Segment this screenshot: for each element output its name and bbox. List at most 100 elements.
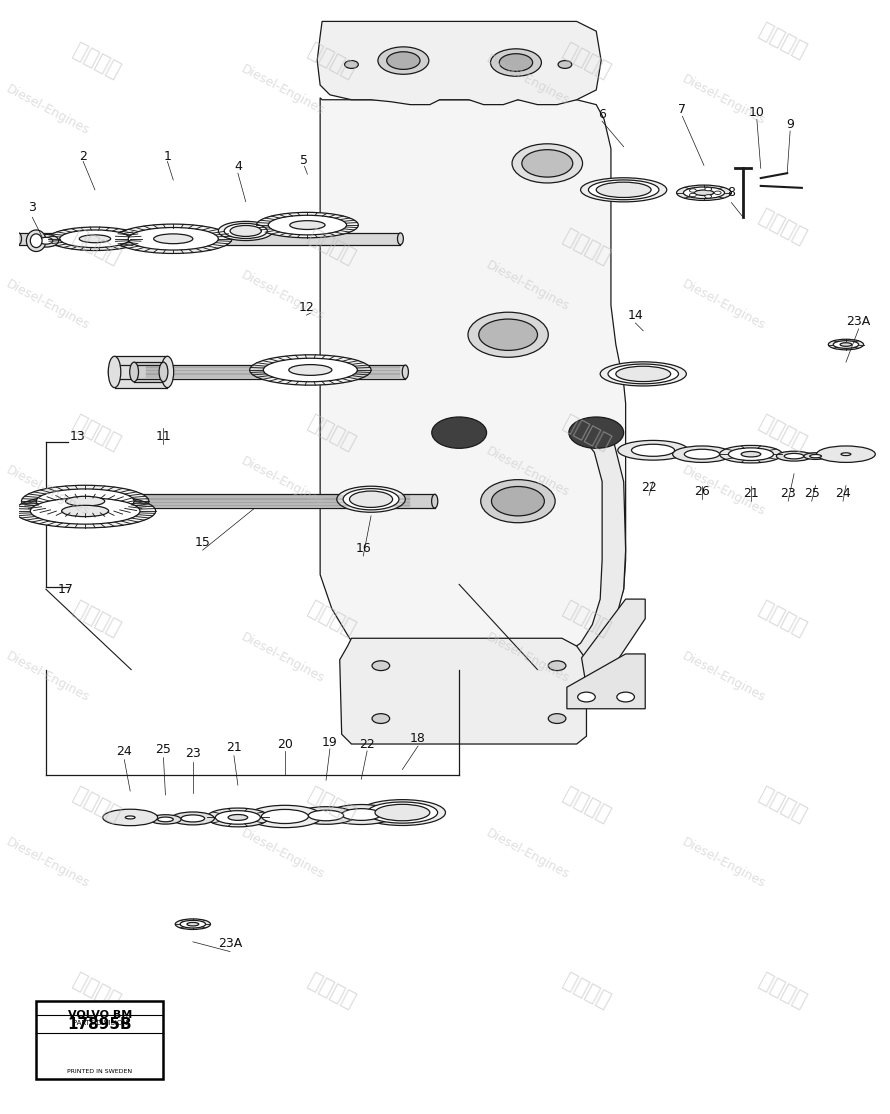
Text: 19: 19 — [322, 735, 338, 749]
Ellipse shape — [228, 814, 247, 820]
Ellipse shape — [360, 800, 446, 825]
Text: 25: 25 — [156, 743, 172, 756]
Ellipse shape — [616, 367, 671, 382]
Ellipse shape — [36, 489, 134, 514]
Text: Diesel-Engines: Diesel-Engines — [239, 268, 327, 323]
Ellipse shape — [206, 808, 269, 827]
Text: 17895B: 17895B — [68, 1017, 132, 1032]
Text: 紫发动力: 紫发动力 — [70, 598, 124, 639]
Text: PARTS DIVISION: PARTS DIVISION — [73, 1020, 127, 1026]
Ellipse shape — [375, 804, 430, 821]
Ellipse shape — [180, 920, 206, 928]
Text: Diesel-Engines: Diesel-Engines — [680, 463, 767, 519]
Text: Diesel-Engines: Diesel-Engines — [680, 72, 767, 127]
Ellipse shape — [372, 661, 390, 671]
Text: 紫发动力: 紫发动力 — [756, 598, 809, 639]
Text: 紫发动力: 紫发动力 — [560, 784, 613, 825]
Text: 23A: 23A — [846, 314, 870, 328]
FancyBboxPatch shape — [19, 233, 400, 245]
Text: 7: 7 — [678, 102, 686, 116]
Text: 20: 20 — [277, 737, 293, 751]
Ellipse shape — [372, 714, 390, 723]
Text: 13: 13 — [69, 430, 85, 443]
Text: 紫发动力: 紫发动力 — [305, 40, 359, 81]
Ellipse shape — [705, 195, 712, 198]
Ellipse shape — [548, 661, 566, 671]
Ellipse shape — [578, 692, 595, 702]
Text: Diesel-Engines: Diesel-Engines — [484, 631, 571, 685]
Ellipse shape — [398, 233, 403, 245]
Ellipse shape — [728, 448, 773, 460]
FancyBboxPatch shape — [111, 365, 405, 379]
Text: 紫发动力: 紫发动力 — [70, 412, 124, 453]
Ellipse shape — [263, 359, 358, 382]
Text: 22: 22 — [642, 481, 657, 494]
Text: 紫发动力: 紫发动力 — [305, 598, 359, 639]
Text: 23: 23 — [781, 487, 796, 500]
Text: 15: 15 — [195, 536, 211, 549]
Ellipse shape — [816, 446, 875, 462]
Text: 8: 8 — [727, 186, 735, 199]
Text: Diesel-Engines: Diesel-Engines — [484, 258, 571, 313]
Text: 紫发动力: 紫发动力 — [305, 784, 359, 825]
Ellipse shape — [841, 452, 851, 456]
Ellipse shape — [61, 506, 109, 517]
Text: 22: 22 — [360, 737, 375, 751]
Ellipse shape — [60, 229, 130, 247]
Ellipse shape — [776, 451, 812, 461]
Text: 4: 4 — [234, 159, 242, 173]
Text: 紫发动力: 紫发动力 — [560, 970, 613, 1012]
Ellipse shape — [608, 364, 678, 383]
Text: 紫发动力: 紫发动力 — [70, 784, 124, 825]
Text: 3: 3 — [28, 201, 36, 214]
Text: 紫发动力: 紫发动力 — [560, 40, 613, 81]
Text: Diesel-Engines: Diesel-Engines — [239, 62, 327, 117]
Text: Diesel-Engines: Diesel-Engines — [4, 463, 92, 519]
Text: 紫发动力: 紫发动力 — [70, 970, 124, 1012]
Text: 17: 17 — [58, 583, 74, 596]
Ellipse shape — [128, 227, 218, 250]
Ellipse shape — [618, 440, 688, 460]
Ellipse shape — [48, 227, 142, 251]
Ellipse shape — [159, 362, 168, 382]
Ellipse shape — [342, 809, 381, 820]
Text: Diesel-Engines: Diesel-Engines — [680, 277, 767, 333]
Ellipse shape — [705, 187, 712, 190]
Ellipse shape — [290, 221, 325, 229]
Ellipse shape — [39, 237, 53, 244]
Text: Diesel-Engines: Diesel-Engines — [239, 631, 327, 685]
Ellipse shape — [694, 190, 714, 195]
Ellipse shape — [479, 319, 538, 351]
Text: 1: 1 — [164, 150, 172, 163]
Ellipse shape — [115, 224, 232, 254]
Ellipse shape — [66, 497, 105, 506]
Ellipse shape — [468, 312, 548, 358]
Ellipse shape — [224, 224, 267, 238]
Ellipse shape — [720, 446, 782, 463]
Ellipse shape — [715, 190, 721, 195]
Text: 紫发动力: 紫发动力 — [70, 40, 124, 81]
Text: 紫发动力: 紫发动力 — [70, 226, 124, 267]
Polygon shape — [317, 21, 601, 105]
Text: 11: 11 — [156, 430, 172, 443]
Ellipse shape — [350, 491, 392, 507]
Text: 紫发动力: 紫发动力 — [756, 412, 809, 453]
Ellipse shape — [109, 356, 121, 388]
Text: 24: 24 — [117, 745, 133, 759]
Ellipse shape — [158, 817, 174, 822]
Text: Diesel-Engines: Diesel-Engines — [484, 444, 571, 499]
Polygon shape — [340, 638, 587, 744]
Ellipse shape — [499, 53, 532, 71]
Ellipse shape — [102, 809, 158, 825]
Ellipse shape — [289, 364, 332, 375]
Ellipse shape — [378, 47, 429, 75]
FancyBboxPatch shape — [111, 495, 434, 508]
Text: 23A: 23A — [218, 937, 242, 950]
Text: 23: 23 — [185, 747, 201, 761]
Ellipse shape — [684, 449, 720, 459]
Text: 紫发动力: 紫发动力 — [560, 412, 613, 453]
FancyBboxPatch shape — [36, 1000, 164, 1078]
Ellipse shape — [617, 692, 635, 702]
Ellipse shape — [491, 487, 545, 516]
Ellipse shape — [249, 354, 371, 385]
